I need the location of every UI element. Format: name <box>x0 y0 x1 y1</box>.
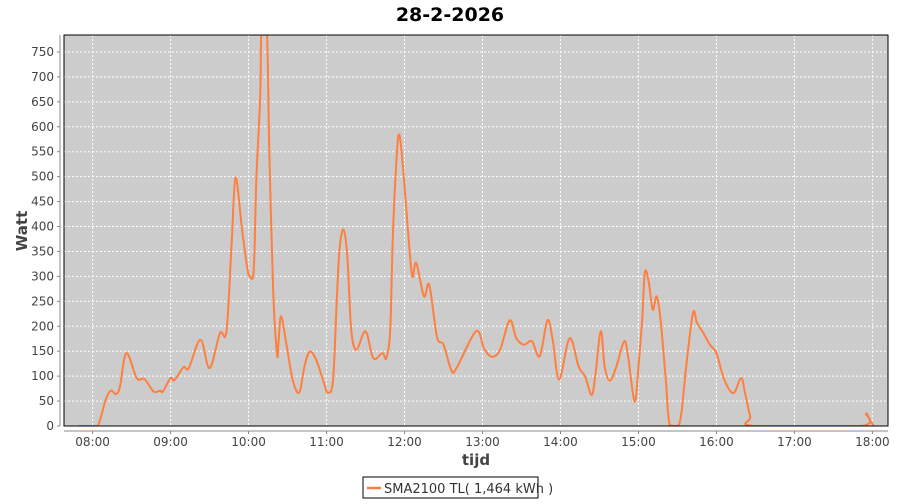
y-tick-label: 200 <box>31 319 54 333</box>
y-tick-label: 400 <box>31 220 54 234</box>
y-tick-label: 750 <box>31 45 54 59</box>
series-line <box>78 35 875 426</box>
y-tick-label: 150 <box>31 344 54 358</box>
y-tick-label: 250 <box>31 294 54 308</box>
legend-box <box>362 476 539 499</box>
y-axis-label: Watt <box>13 211 31 251</box>
plot-area <box>64 35 888 426</box>
grid-lines <box>64 35 888 426</box>
y-tick-label: 600 <box>31 120 54 134</box>
x-tick-label: 15:00 <box>621 435 656 449</box>
y-tick-label: 0 <box>46 419 54 433</box>
legend-label: SMA2100 TL( 1,464 kWh ) <box>384 482 553 497</box>
y-tick-label: 500 <box>31 170 54 184</box>
x-tick-label: 14:00 <box>543 435 578 449</box>
y-tick-label: 650 <box>31 95 54 109</box>
x-tick-label: 12:00 <box>387 435 422 449</box>
chart-title: 28-2-2026 <box>396 4 504 26</box>
x-tick-label: 16:00 <box>699 435 734 449</box>
x-axis-label: tijd <box>462 451 490 469</box>
x-tick-label: 17:00 <box>777 435 812 449</box>
x-tick-label: 11:00 <box>309 435 344 449</box>
legend: SMA2100 TL( 1,464 kWh ) <box>362 476 553 499</box>
x-tick-label: 10:00 <box>231 435 266 449</box>
y-tick-label: 550 <box>31 145 54 159</box>
x-tick-label: 09:00 <box>153 435 188 449</box>
y-tick-label: 350 <box>31 244 54 258</box>
y-tick-label: 50 <box>39 394 54 408</box>
y-tick-label: 100 <box>31 369 54 383</box>
y-tick-label: 300 <box>31 269 54 283</box>
x-tick-label: 13:00 <box>465 435 500 449</box>
y-tick-label: 700 <box>31 70 54 84</box>
plot-border <box>63 34 889 427</box>
x-axis: 08:00 09:00 10:00 11:00 12:00 13:00 14:00 15:00… <box>64 430 890 449</box>
x-tick-label: 08:00 <box>75 435 110 449</box>
y-tick-label: 450 <box>31 195 54 209</box>
y-axis: 0 50 100 150 200 250 300 350 400 450 500 550 600 650 7… <box>31 35 61 433</box>
x-tick-label: 18:00 <box>855 435 890 449</box>
